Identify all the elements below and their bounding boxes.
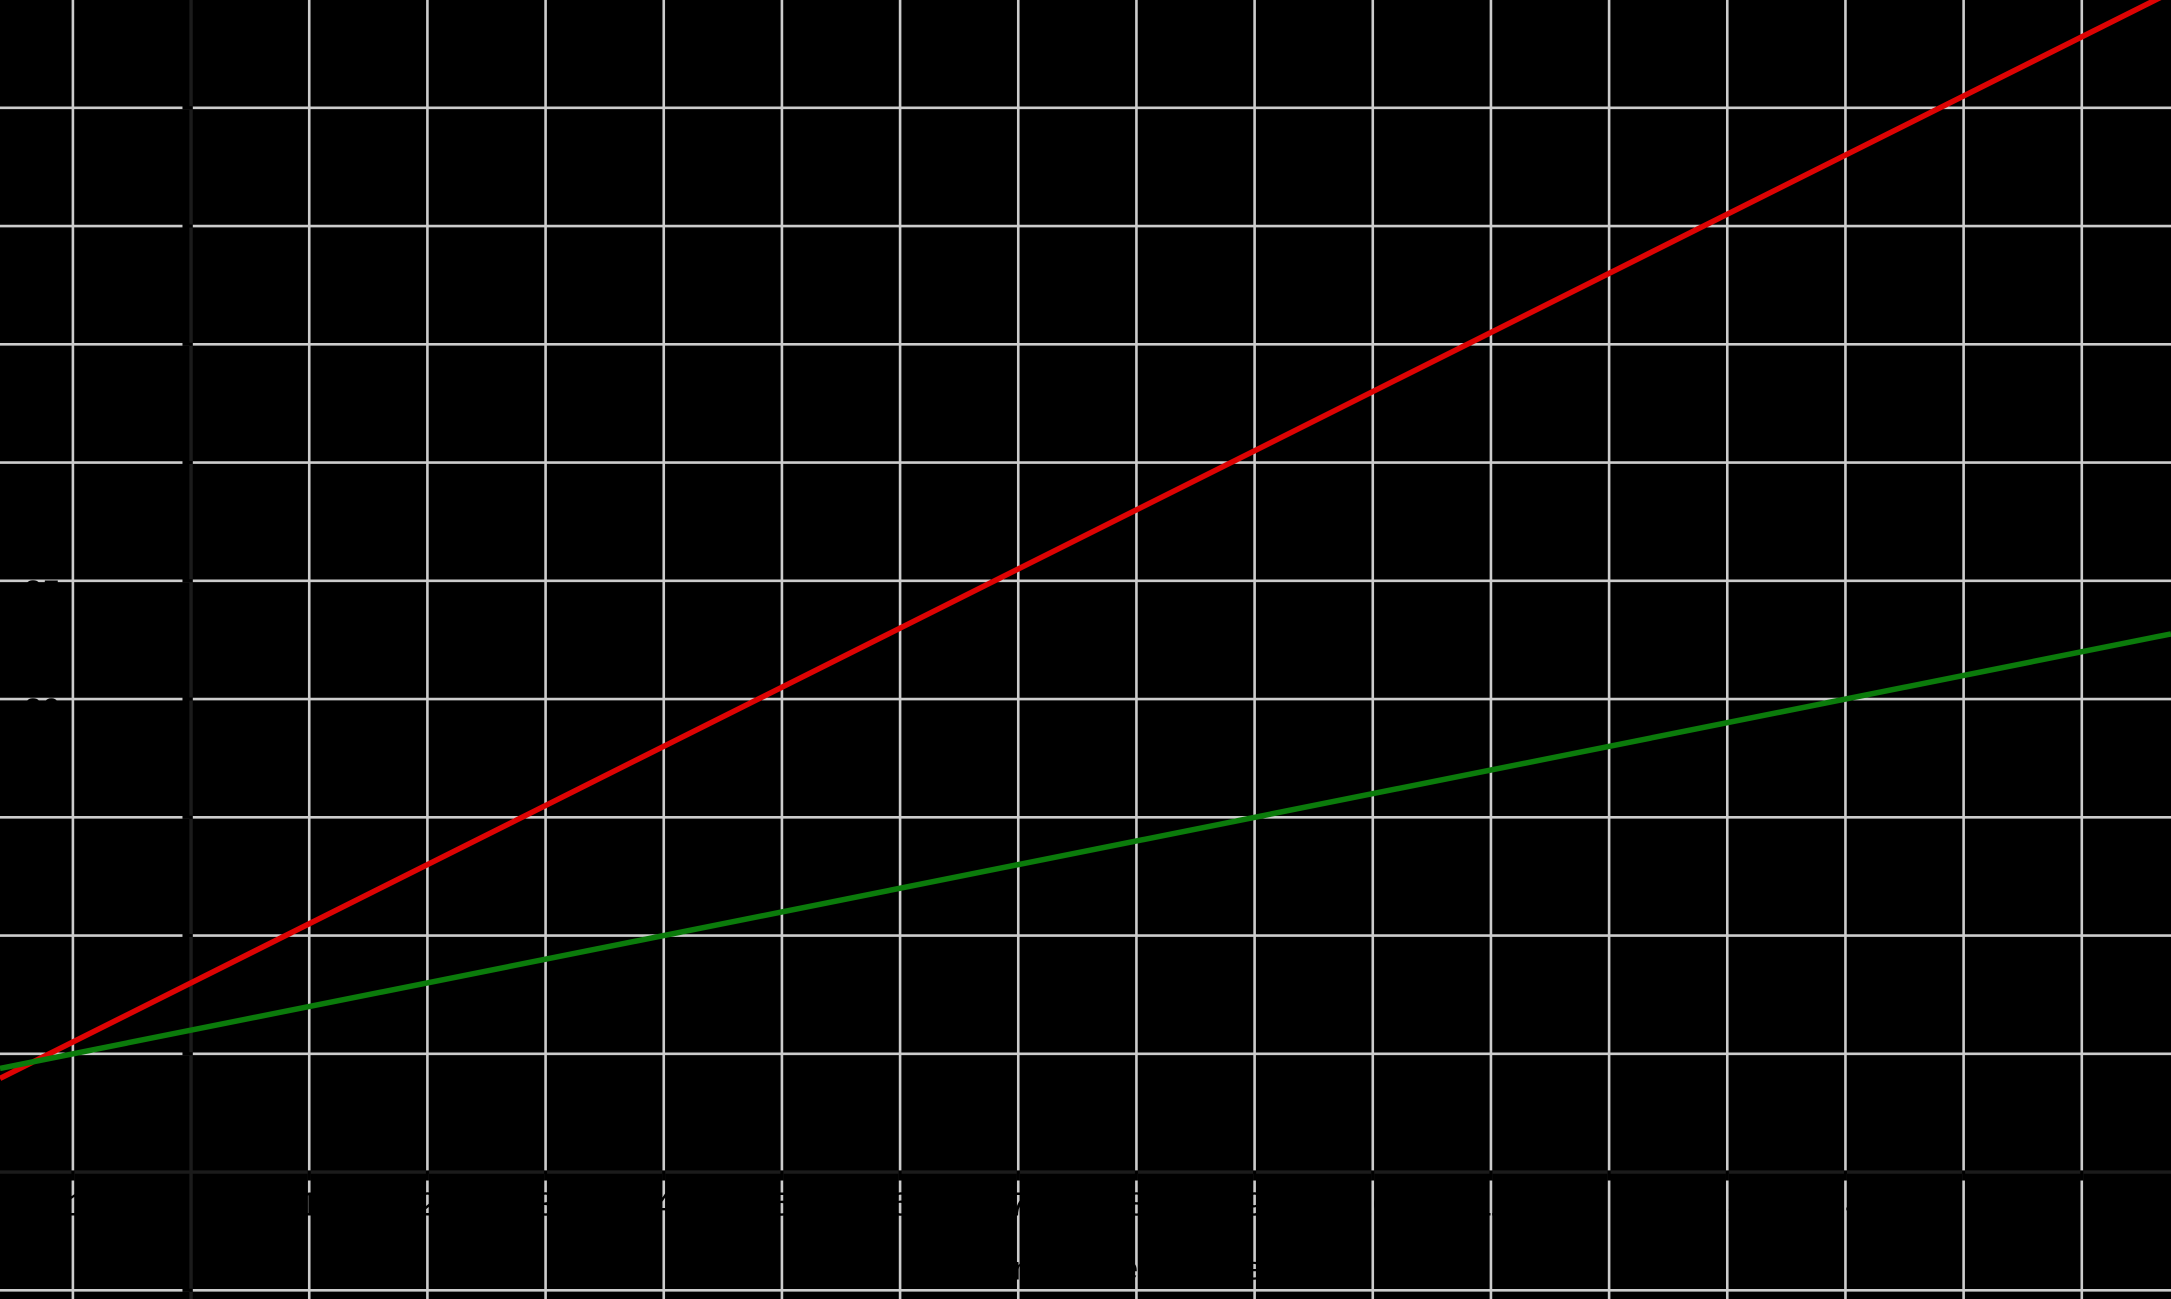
svg-text:15: 15 <box>1945 1186 1982 1223</box>
svg-text:10: 10 <box>1354 1186 1391 1223</box>
svg-text:3: 3 <box>536 1186 554 1223</box>
svg-text:14: 14 <box>1827 1186 1864 1223</box>
svg-text:7: 7 <box>1009 1186 1027 1223</box>
svg-text:20: 20 <box>24 692 61 729</box>
svg-text:12: 12 <box>1591 1186 1628 1223</box>
svg-text:4: 4 <box>655 1186 673 1223</box>
svg-text:-1: -1 <box>57 1186 86 1223</box>
svg-text:9: 9 <box>1245 1186 1263 1223</box>
svg-text:5: 5 <box>773 1186 791 1223</box>
svg-text:13: 13 <box>1709 1186 1746 1223</box>
svg-text:11: 11 <box>1474 1186 1508 1223</box>
svg-text:1: 1 <box>300 1186 318 1223</box>
svg-text:16: 16 <box>2063 1186 2100 1223</box>
svg-text:25: 25 <box>24 573 61 610</box>
svg-text:8: 8 <box>1127 1186 1145 1223</box>
svg-text:Anzahl der Stunden: Anzahl der Stunden <box>991 1250 1281 1287</box>
svg-text:6: 6 <box>891 1186 909 1223</box>
svg-text:2: 2 <box>418 1186 436 1223</box>
